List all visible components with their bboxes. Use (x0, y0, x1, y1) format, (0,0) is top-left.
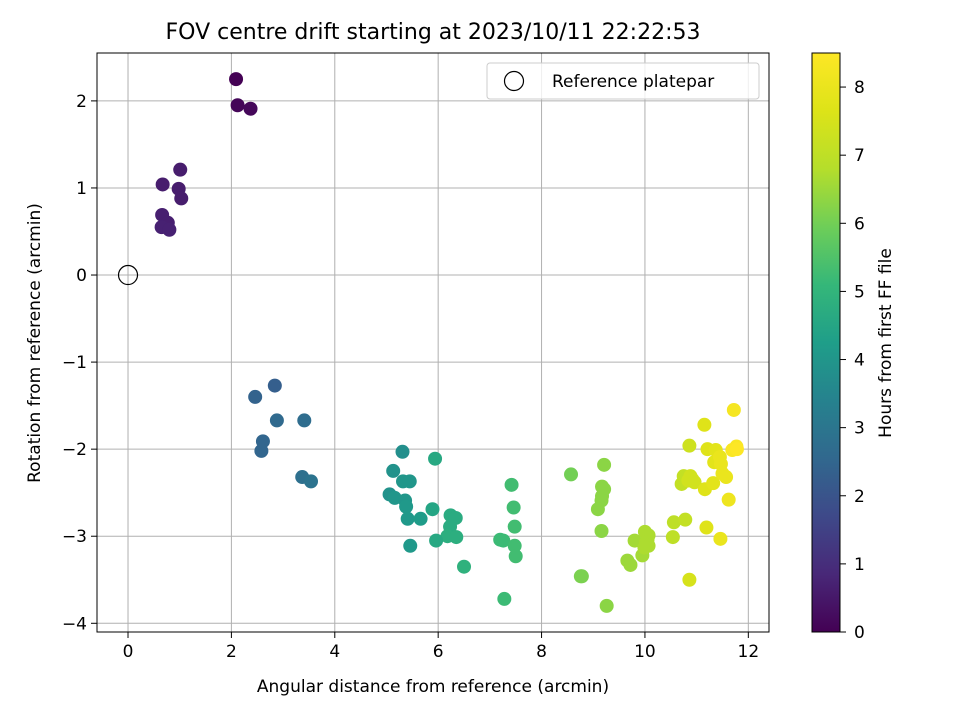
legend-marker (503, 70, 525, 92)
data-point (687, 475, 702, 490)
colorbar-tick-label: 0 (854, 623, 865, 643)
data-point (574, 569, 589, 584)
colorbar-tick-label: 3 (854, 419, 865, 439)
data-point (425, 502, 440, 517)
data-point (399, 499, 414, 514)
data-point (155, 177, 170, 192)
data-points (154, 72, 744, 613)
x-tick-label: 6 (433, 642, 444, 662)
x-tick-label: 0 (123, 642, 134, 662)
data-point (230, 98, 245, 113)
y-tick-label: −2 (62, 440, 87, 460)
y-tick-label: 1 (76, 179, 87, 199)
data-point (682, 572, 697, 587)
data-point (403, 538, 418, 553)
y-tick-label: 2 (76, 92, 87, 112)
data-point (229, 72, 244, 87)
colorbar-tick-label: 6 (854, 214, 865, 234)
data-point (665, 530, 680, 545)
data-point (162, 222, 177, 237)
x-tick-label: 10 (634, 642, 656, 662)
data-point (269, 413, 284, 428)
data-point (428, 451, 443, 466)
colorbar-tick-label: 5 (854, 282, 865, 302)
colorbar-label: Hours from first FF file (876, 248, 896, 438)
y-axis-ticks: −4 −3 −2 −1 0 1 2 (62, 92, 97, 634)
colorbar-tick-label: 7 (854, 146, 865, 166)
data-point (402, 474, 417, 489)
x-tick-label: 2 (226, 642, 237, 662)
colorbar-tick-label: 2 (854, 487, 865, 507)
data-point (508, 549, 523, 564)
y-tick-label: 0 (76, 266, 87, 286)
plot-frame (96, 52, 770, 633)
data-point (507, 519, 522, 534)
data-point (304, 474, 319, 489)
data-point (243, 101, 258, 116)
colorbar-frame (811, 52, 841, 633)
y-tick-label: −4 (62, 614, 87, 634)
data-point (721, 492, 736, 507)
data-point (174, 191, 189, 206)
data-point (713, 531, 728, 546)
data-point (594, 524, 609, 539)
colorbar-tick-label: 4 (854, 351, 865, 371)
data-point (682, 438, 697, 453)
data-point (504, 477, 519, 492)
data-point (719, 470, 734, 485)
grid (97, 53, 769, 632)
data-point (729, 442, 744, 457)
data-point (457, 559, 472, 574)
colorbar-ticks: 0 1 2 3 4 5 6 7 8 (840, 78, 865, 643)
data-point (506, 500, 521, 515)
data-point (413, 511, 428, 526)
data-point (627, 533, 642, 548)
data-point (386, 463, 401, 478)
x-axis-label: Angular distance from reference (arcmin) (257, 677, 609, 697)
data-point (173, 162, 188, 177)
reference-marker (117, 264, 139, 286)
legend-label: Reference platepar (552, 72, 714, 92)
data-point (497, 591, 512, 606)
data-point (726, 402, 741, 417)
data-point (496, 533, 511, 548)
y-tick-label: −1 (62, 353, 87, 373)
data-point (637, 540, 652, 555)
chart-title: FOV centre drift starting at 2023/10/11 … (166, 20, 701, 45)
reference-point (117, 264, 139, 286)
data-point (248, 389, 263, 404)
data-point (297, 413, 312, 428)
data-point (699, 520, 714, 535)
x-axis-ticks: 0 2 4 6 8 10 12 (123, 632, 760, 662)
legend: Reference platepar (486, 62, 760, 100)
data-point (678, 512, 693, 527)
data-point (623, 557, 638, 572)
x-tick-label: 12 (738, 642, 760, 662)
x-tick-label: 4 (329, 642, 340, 662)
y-tick-label: −3 (62, 527, 87, 547)
colorbar-gradient (812, 53, 840, 632)
colorbar-tick-label: 1 (854, 555, 865, 575)
data-point (597, 457, 612, 472)
legend-box (486, 62, 760, 100)
data-point (449, 530, 464, 545)
data-point (254, 443, 269, 458)
data-point (706, 476, 721, 491)
data-point (697, 417, 712, 432)
data-point (429, 533, 444, 548)
data-point (267, 378, 282, 393)
y-axis-label: Rotation from reference (arcmin) (25, 203, 45, 483)
data-point (395, 444, 410, 459)
data-point (599, 598, 614, 613)
data-point (507, 538, 522, 553)
data-point (400, 511, 415, 526)
data-point (590, 502, 605, 517)
data-point (564, 467, 579, 482)
colorbar-tick-label: 8 (854, 78, 865, 98)
x-tick-label: 8 (536, 642, 547, 662)
colorbar: 0 1 2 3 4 5 6 7 8 Hours from first FF file (811, 52, 896, 643)
data-point (666, 515, 681, 530)
